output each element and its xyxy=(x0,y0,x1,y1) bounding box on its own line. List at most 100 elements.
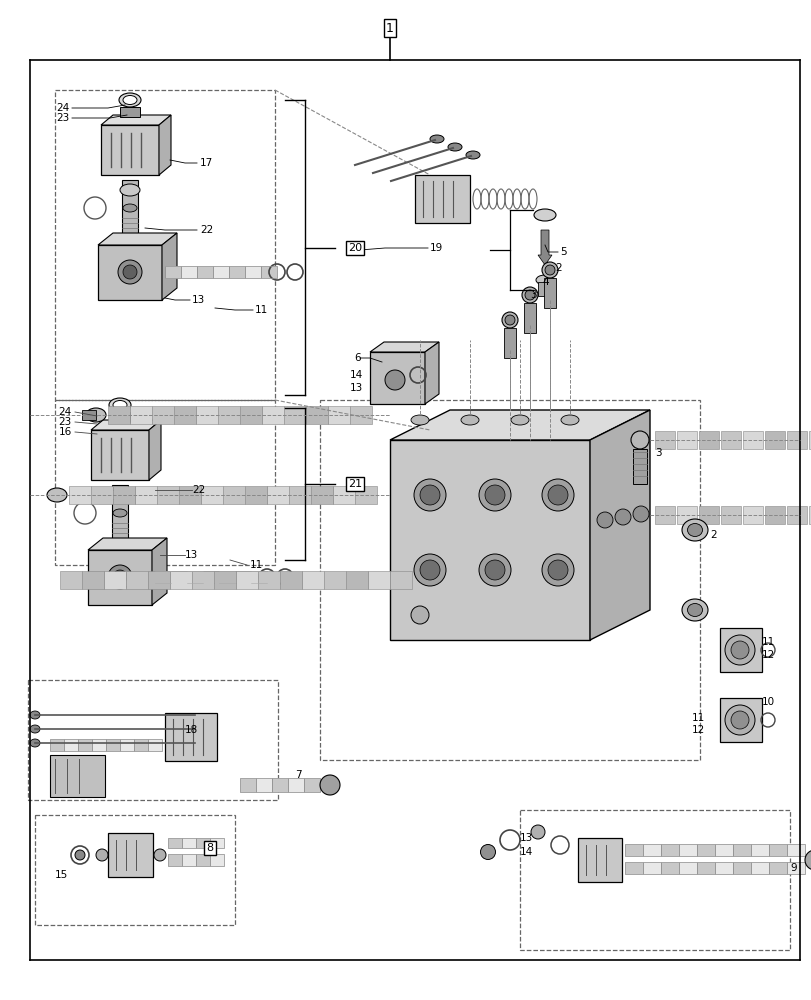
Ellipse shape xyxy=(687,603,702,616)
Text: 15: 15 xyxy=(55,870,68,880)
Bar xyxy=(255,778,272,792)
Bar xyxy=(696,862,714,874)
Ellipse shape xyxy=(113,509,127,517)
Ellipse shape xyxy=(30,739,40,747)
Bar xyxy=(157,486,178,504)
Bar xyxy=(210,854,224,866)
Bar xyxy=(328,406,350,424)
Bar xyxy=(720,506,740,524)
Bar xyxy=(108,833,152,877)
Bar xyxy=(112,485,128,540)
Bar xyxy=(197,266,212,278)
Bar xyxy=(284,406,306,424)
Bar xyxy=(280,571,302,589)
Bar xyxy=(191,571,214,589)
Polygon shape xyxy=(590,410,649,640)
Text: 11: 11 xyxy=(691,713,705,723)
Ellipse shape xyxy=(96,849,108,861)
Bar xyxy=(786,844,804,856)
Bar xyxy=(169,571,191,589)
Bar xyxy=(50,755,105,797)
Ellipse shape xyxy=(521,287,538,303)
Bar xyxy=(262,406,284,424)
Bar xyxy=(768,862,786,874)
Bar xyxy=(504,328,515,358)
Bar xyxy=(577,838,621,882)
Ellipse shape xyxy=(414,479,445,511)
Text: 8: 8 xyxy=(206,843,213,853)
Bar xyxy=(69,486,91,504)
Bar xyxy=(719,628,761,672)
Text: 11: 11 xyxy=(761,637,775,647)
Ellipse shape xyxy=(154,849,165,861)
Bar xyxy=(732,862,750,874)
Ellipse shape xyxy=(108,565,132,589)
Text: 9: 9 xyxy=(789,863,796,873)
Text: 1: 1 xyxy=(385,21,393,34)
Bar xyxy=(272,778,288,792)
Bar xyxy=(258,571,280,589)
Text: 17: 17 xyxy=(200,158,213,168)
Bar xyxy=(181,266,197,278)
Polygon shape xyxy=(98,233,177,245)
Ellipse shape xyxy=(547,485,568,505)
Bar xyxy=(624,844,642,856)
Ellipse shape xyxy=(541,479,573,511)
Ellipse shape xyxy=(544,265,554,275)
Text: 19: 19 xyxy=(430,243,443,253)
Ellipse shape xyxy=(419,485,440,505)
Ellipse shape xyxy=(681,519,707,541)
Bar xyxy=(165,713,217,761)
Bar xyxy=(174,406,195,424)
Bar xyxy=(182,838,195,848)
Bar xyxy=(245,486,267,504)
Bar xyxy=(152,406,174,424)
Text: 2: 2 xyxy=(709,530,716,540)
Text: 21: 21 xyxy=(347,479,362,489)
Ellipse shape xyxy=(484,485,504,505)
Bar xyxy=(260,266,277,278)
Bar xyxy=(92,739,106,751)
Bar xyxy=(64,739,78,751)
Polygon shape xyxy=(424,342,439,404)
Text: 3: 3 xyxy=(530,290,536,300)
Bar xyxy=(750,862,768,874)
Text: 18: 18 xyxy=(185,725,198,735)
Polygon shape xyxy=(101,115,171,125)
Bar xyxy=(720,431,740,449)
Ellipse shape xyxy=(541,262,557,278)
Ellipse shape xyxy=(478,479,510,511)
Bar xyxy=(101,125,159,175)
Ellipse shape xyxy=(419,560,440,580)
Ellipse shape xyxy=(113,400,127,410)
Ellipse shape xyxy=(633,506,648,522)
Ellipse shape xyxy=(122,204,137,212)
Polygon shape xyxy=(88,550,152,605)
Ellipse shape xyxy=(630,431,648,449)
Text: 23: 23 xyxy=(58,417,72,427)
Bar xyxy=(113,486,135,504)
Bar xyxy=(251,571,267,583)
Bar xyxy=(654,431,674,449)
Ellipse shape xyxy=(466,151,479,159)
Ellipse shape xyxy=(122,96,137,104)
Bar xyxy=(203,571,219,583)
Ellipse shape xyxy=(109,398,131,412)
Bar xyxy=(698,506,718,524)
Ellipse shape xyxy=(414,554,445,586)
Bar xyxy=(303,778,320,792)
Text: 24: 24 xyxy=(58,407,72,417)
Text: 11: 11 xyxy=(255,305,268,315)
Text: 4: 4 xyxy=(541,277,548,287)
Bar xyxy=(212,266,229,278)
Text: 13: 13 xyxy=(185,550,198,560)
Text: 22: 22 xyxy=(200,225,213,235)
Bar xyxy=(217,406,240,424)
Ellipse shape xyxy=(541,554,573,586)
Bar xyxy=(719,698,761,742)
Ellipse shape xyxy=(724,705,754,735)
Text: 2: 2 xyxy=(554,263,561,273)
Ellipse shape xyxy=(86,408,106,422)
Ellipse shape xyxy=(804,850,811,870)
Ellipse shape xyxy=(430,135,444,143)
